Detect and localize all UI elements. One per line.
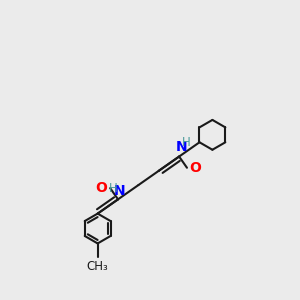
- Text: H: H: [109, 182, 118, 195]
- Text: O: O: [96, 181, 108, 195]
- Text: O: O: [190, 161, 202, 175]
- Text: N: N: [176, 140, 187, 154]
- Text: H: H: [182, 136, 191, 149]
- Text: CH₃: CH₃: [87, 260, 109, 273]
- Text: N: N: [114, 184, 125, 198]
